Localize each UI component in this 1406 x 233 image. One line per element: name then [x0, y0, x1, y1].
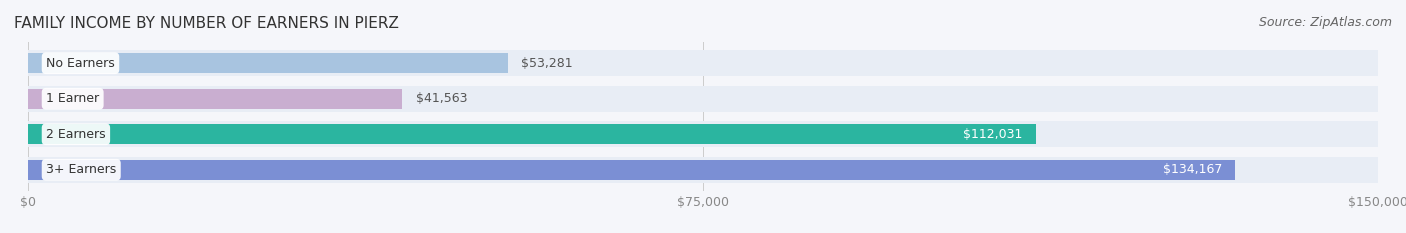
Bar [28, 157, 1378, 182]
Text: $53,281: $53,281 [522, 57, 572, 70]
Text: FAMILY INCOME BY NUMBER OF EARNERS IN PIERZ: FAMILY INCOME BY NUMBER OF EARNERS IN PI… [14, 16, 399, 31]
Bar [28, 54, 508, 73]
Bar [28, 160, 1236, 179]
Text: Source: ZipAtlas.com: Source: ZipAtlas.com [1258, 16, 1392, 29]
Text: $112,031: $112,031 [963, 128, 1022, 141]
Bar [28, 121, 1378, 147]
Text: $41,563: $41,563 [416, 92, 467, 105]
Bar [28, 89, 402, 109]
Text: 1 Earner: 1 Earner [46, 92, 100, 105]
Text: 2 Earners: 2 Earners [46, 128, 105, 141]
Bar [28, 51, 1378, 76]
Bar [28, 86, 1378, 112]
Text: No Earners: No Earners [46, 57, 115, 70]
Bar [28, 124, 1036, 144]
Text: $134,167: $134,167 [1163, 163, 1222, 176]
Text: 3+ Earners: 3+ Earners [46, 163, 117, 176]
